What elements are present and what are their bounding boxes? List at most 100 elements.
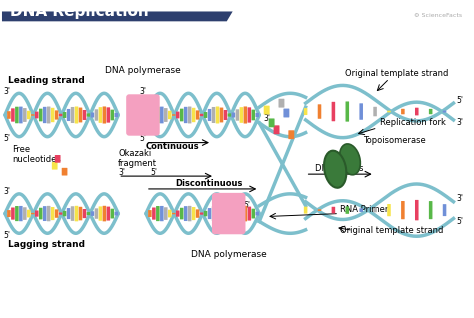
FancyBboxPatch shape: [212, 206, 215, 221]
FancyBboxPatch shape: [19, 107, 23, 123]
FancyBboxPatch shape: [208, 109, 211, 121]
Text: Original template strand: Original template strand: [340, 226, 444, 235]
FancyBboxPatch shape: [79, 107, 82, 122]
FancyBboxPatch shape: [67, 208, 70, 219]
FancyBboxPatch shape: [83, 209, 86, 218]
FancyBboxPatch shape: [11, 108, 15, 122]
Text: Lagging strand: Lagging strand: [8, 240, 85, 249]
FancyBboxPatch shape: [51, 108, 55, 122]
Text: 5': 5': [456, 96, 464, 105]
FancyBboxPatch shape: [168, 111, 172, 119]
FancyBboxPatch shape: [220, 207, 223, 220]
FancyBboxPatch shape: [212, 193, 246, 234]
FancyBboxPatch shape: [318, 209, 321, 211]
FancyBboxPatch shape: [160, 206, 164, 221]
FancyBboxPatch shape: [91, 113, 94, 118]
FancyBboxPatch shape: [23, 108, 27, 122]
FancyBboxPatch shape: [59, 114, 63, 116]
FancyBboxPatch shape: [39, 208, 43, 219]
FancyBboxPatch shape: [152, 208, 155, 220]
FancyBboxPatch shape: [99, 107, 102, 123]
FancyBboxPatch shape: [39, 109, 43, 121]
FancyBboxPatch shape: [52, 162, 57, 169]
FancyBboxPatch shape: [429, 201, 432, 219]
FancyBboxPatch shape: [401, 201, 405, 219]
FancyBboxPatch shape: [244, 206, 247, 221]
Text: Okazaki
fragment: Okazaki fragment: [118, 149, 157, 168]
FancyBboxPatch shape: [332, 102, 335, 121]
FancyBboxPatch shape: [87, 212, 90, 215]
Text: Replication fork: Replication fork: [380, 118, 446, 127]
FancyBboxPatch shape: [15, 206, 18, 221]
FancyBboxPatch shape: [31, 213, 35, 214]
FancyBboxPatch shape: [180, 208, 183, 219]
FancyBboxPatch shape: [47, 107, 50, 123]
Text: 5': 5': [151, 168, 158, 177]
FancyBboxPatch shape: [11, 208, 15, 220]
FancyBboxPatch shape: [99, 206, 102, 221]
FancyBboxPatch shape: [172, 114, 175, 116]
FancyBboxPatch shape: [172, 213, 175, 214]
FancyBboxPatch shape: [387, 111, 391, 112]
FancyBboxPatch shape: [239, 107, 243, 123]
FancyBboxPatch shape: [59, 212, 63, 215]
FancyBboxPatch shape: [75, 206, 78, 221]
Polygon shape: [2, 11, 233, 21]
FancyBboxPatch shape: [7, 111, 11, 119]
Text: Original template strand: Original template strand: [345, 69, 448, 78]
FancyBboxPatch shape: [239, 206, 243, 221]
FancyBboxPatch shape: [55, 209, 58, 218]
FancyBboxPatch shape: [67, 109, 70, 121]
FancyBboxPatch shape: [232, 211, 235, 216]
FancyBboxPatch shape: [43, 206, 46, 221]
Text: Leading strand: Leading strand: [8, 76, 85, 86]
FancyBboxPatch shape: [359, 103, 363, 120]
FancyBboxPatch shape: [27, 111, 30, 119]
Text: 3': 3': [118, 168, 125, 177]
FancyBboxPatch shape: [87, 113, 90, 117]
FancyBboxPatch shape: [332, 207, 335, 213]
FancyBboxPatch shape: [200, 114, 203, 116]
FancyBboxPatch shape: [95, 109, 98, 121]
Text: DNA Replication: DNA Replication: [10, 4, 149, 19]
FancyBboxPatch shape: [443, 204, 447, 216]
FancyBboxPatch shape: [51, 207, 55, 220]
Text: ⚙ ScienceFacts: ⚙ ScienceFacts: [414, 13, 462, 18]
FancyBboxPatch shape: [180, 109, 183, 121]
FancyBboxPatch shape: [228, 212, 231, 215]
Text: 3': 3': [3, 187, 10, 197]
FancyBboxPatch shape: [184, 107, 187, 123]
Text: Discontinuous: Discontinuous: [175, 179, 243, 188]
FancyBboxPatch shape: [55, 155, 61, 163]
FancyBboxPatch shape: [429, 109, 432, 114]
FancyBboxPatch shape: [110, 110, 114, 120]
FancyBboxPatch shape: [252, 209, 255, 218]
FancyBboxPatch shape: [95, 208, 98, 219]
FancyBboxPatch shape: [318, 104, 321, 119]
FancyBboxPatch shape: [102, 107, 106, 123]
FancyBboxPatch shape: [204, 112, 207, 118]
Ellipse shape: [339, 144, 360, 175]
Text: 5': 5': [3, 134, 10, 143]
FancyBboxPatch shape: [126, 94, 160, 136]
FancyBboxPatch shape: [236, 109, 239, 121]
FancyBboxPatch shape: [27, 210, 30, 218]
FancyBboxPatch shape: [148, 111, 152, 119]
FancyBboxPatch shape: [224, 110, 227, 120]
FancyBboxPatch shape: [31, 114, 35, 116]
FancyBboxPatch shape: [15, 107, 18, 123]
FancyBboxPatch shape: [71, 206, 74, 221]
Text: Topoisomerase: Topoisomerase: [363, 135, 426, 145]
Text: 3': 3': [139, 87, 146, 96]
FancyBboxPatch shape: [247, 107, 251, 123]
FancyBboxPatch shape: [23, 207, 27, 220]
FancyBboxPatch shape: [443, 111, 447, 113]
FancyBboxPatch shape: [156, 107, 160, 123]
FancyBboxPatch shape: [269, 118, 274, 127]
Text: DNA unzips: DNA unzips: [316, 164, 364, 173]
FancyBboxPatch shape: [7, 210, 11, 217]
FancyBboxPatch shape: [255, 212, 259, 216]
FancyBboxPatch shape: [374, 208, 377, 212]
FancyBboxPatch shape: [188, 206, 191, 221]
FancyBboxPatch shape: [102, 206, 106, 221]
